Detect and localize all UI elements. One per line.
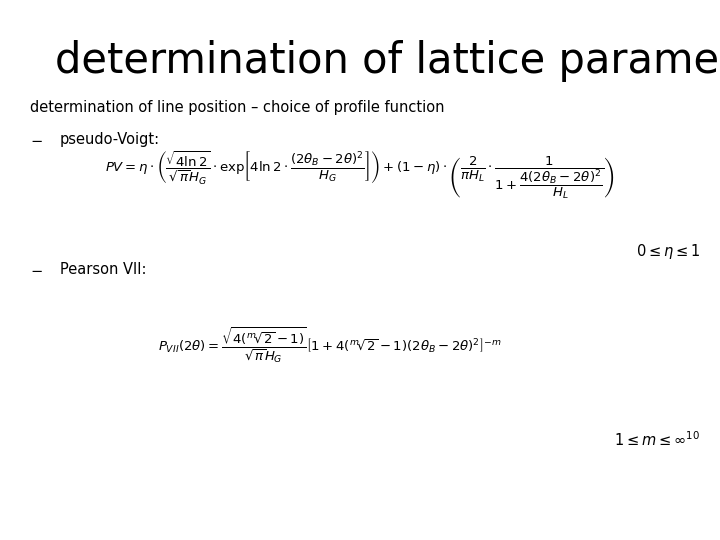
Text: $P_{VII}(2\theta) = \dfrac{\sqrt{4(^m\!\sqrt{2}-1)}}{\sqrt{\pi}H_G}\left[1 + 4(^: $P_{VII}(2\theta) = \dfrac{\sqrt{4(^m\!\… xyxy=(158,325,502,365)
Text: determination of line position – choice of profile function: determination of line position – choice … xyxy=(30,100,444,115)
Text: determination of lattice parameters: determination of lattice parameters xyxy=(55,40,720,82)
Text: $1 \leq m \leq \infty^{10}$: $1 \leq m \leq \infty^{10}$ xyxy=(614,430,700,449)
Text: $-$: $-$ xyxy=(30,132,42,147)
Text: Pearson VII:: Pearson VII: xyxy=(60,262,146,277)
Text: pseudo-Voigt:: pseudo-Voigt: xyxy=(60,132,160,147)
Text: $0 \leq \eta \leq 1$: $0 \leq \eta \leq 1$ xyxy=(636,242,700,261)
Text: $PV = \eta \cdot \left(\dfrac{\sqrt{4\ln 2}}{\sqrt{\pi}H_G} \cdot \exp\!\left[4\: $PV = \eta \cdot \left(\dfrac{\sqrt{4\ln… xyxy=(105,149,615,201)
Text: $-$: $-$ xyxy=(30,262,42,277)
